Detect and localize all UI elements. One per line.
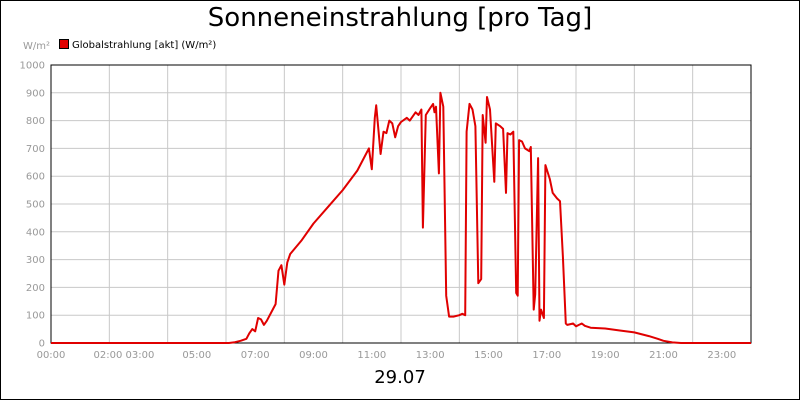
legend-label: Globalstrahlung [akt] (W/m²) xyxy=(72,40,217,51)
y-tick-label: 200 xyxy=(26,283,45,294)
x-tick-label: 02:00 03:00 xyxy=(94,350,155,361)
chart-title: Sonneneinstrahlung [pro Tag] xyxy=(207,3,593,33)
x-tick-label: 11:00 xyxy=(357,350,386,361)
x-tick-label: 05:00 xyxy=(182,350,211,361)
x-tick-label: 13:00 xyxy=(416,350,445,361)
x-tick-label: 15:00 xyxy=(474,350,503,361)
series-layer xyxy=(51,91,751,344)
y-tick-label: 400 xyxy=(26,227,45,238)
x-tick-labels: 00:00 02:00 03:00 05:00 07:00 09:00 11:00 13:0… xyxy=(37,350,737,361)
x-tick-label: 19:00 xyxy=(591,350,620,361)
y-tick-label: 900 xyxy=(26,88,45,99)
grid-layer xyxy=(51,65,751,343)
y-tick-label: 0 xyxy=(39,339,45,350)
x-tick-label: 00:00 xyxy=(37,350,66,361)
legend: Globalstrahlung [akt] (W/m²) xyxy=(59,39,216,51)
date-label: 29.07 xyxy=(374,367,426,388)
x-tick-label: 21:00 xyxy=(649,350,678,361)
plot-area xyxy=(50,64,752,344)
y-tick-label: 600 xyxy=(26,172,45,183)
y-tick-label: 700 xyxy=(26,144,45,155)
y-tick-labels: 0 100 200 300 400 500 600 700 800 900 1000 xyxy=(20,61,45,350)
y-tick-label: 100 xyxy=(26,311,45,322)
y-tick-label: 800 xyxy=(26,116,45,127)
y-tick-label: 300 xyxy=(26,255,45,266)
y-tick-label: 500 xyxy=(26,200,45,211)
x-tick-label: 09:00 xyxy=(299,350,328,361)
legend-swatch xyxy=(59,39,69,49)
x-tick-label: 07:00 xyxy=(241,350,270,361)
x-tick-label: 23:00 xyxy=(707,350,736,361)
y-axis-unit: W/m² xyxy=(23,41,51,52)
series-line-0 xyxy=(51,91,751,344)
y-tick-label: 1000 xyxy=(20,61,45,72)
x-tick-label: 17:00 xyxy=(532,350,561,361)
